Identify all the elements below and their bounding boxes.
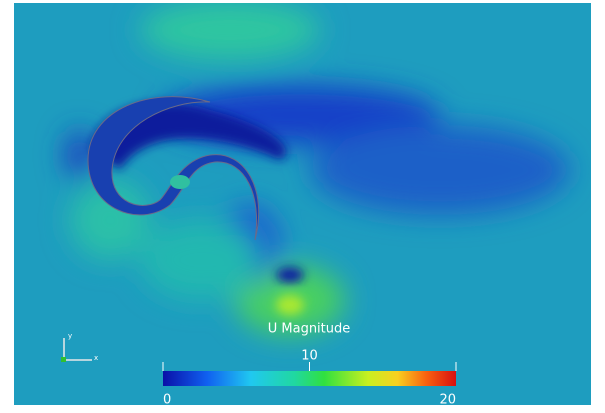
z-axis-marker bbox=[61, 357, 66, 362]
y-axis-label: y bbox=[68, 332, 72, 340]
flow-field bbox=[14, 0, 591, 405]
screenshot: y x U Magnitude 0 10 20 bbox=[0, 0, 605, 413]
tick-label: 0 bbox=[163, 393, 171, 408]
colorbar-title: U Magnitude bbox=[268, 322, 351, 337]
tick-label: 10 bbox=[301, 349, 318, 364]
colorbar bbox=[163, 371, 456, 386]
tick-label: 20 bbox=[439, 393, 456, 408]
x-axis-label: x bbox=[94, 354, 98, 362]
